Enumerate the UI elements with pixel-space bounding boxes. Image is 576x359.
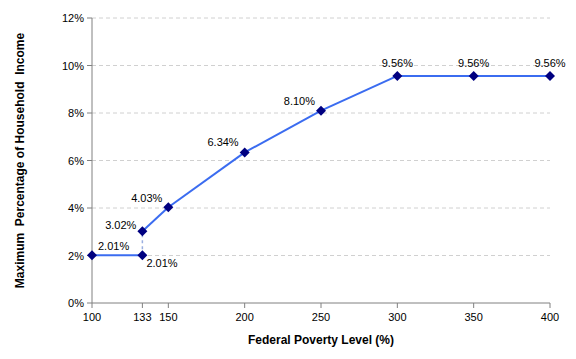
x-tick: [321, 303, 322, 308]
series-group: [87, 71, 555, 260]
grid-line: [92, 160, 550, 161]
grid-line: [92, 208, 550, 209]
x-tick: [92, 303, 93, 308]
y-tick-label: 8%: [68, 107, 84, 119]
x-tick-label: 133: [133, 311, 151, 323]
marker: [469, 71, 479, 81]
line-segment: [168, 152, 244, 207]
marker: [240, 147, 250, 157]
line-segment: [92, 254, 142, 256]
y-tick-label: 4%: [68, 202, 84, 214]
y-axis-title: Maximum Percentage of Household Income: [13, 32, 27, 288]
data-label: 3.02%: [105, 219, 136, 231]
y-tick-label: 10%: [62, 60, 84, 72]
marker: [545, 71, 555, 81]
line-segment: [245, 111, 321, 153]
x-tick-label: 250: [312, 311, 330, 323]
marker: [137, 226, 147, 236]
marker: [87, 250, 97, 260]
x-tick: [168, 303, 169, 308]
grid-line: [92, 18, 550, 19]
x-tick-label: 300: [388, 311, 406, 323]
x-tick-label: 100: [83, 311, 101, 323]
x-tick-label: 400: [541, 311, 559, 323]
y-tick: [87, 160, 92, 161]
x-tick: [550, 303, 551, 308]
chart: 0% 2% 4% 6% 8% 10% 12% 100 133 150 200 250 300 350 400…: [0, 0, 576, 359]
y-tick: [87, 208, 92, 209]
marker: [392, 71, 402, 81]
x-tick: [473, 303, 474, 308]
y-tick: [87, 303, 92, 304]
x-tick: [244, 303, 245, 308]
marker: [163, 202, 173, 212]
line-segment: [474, 75, 550, 77]
y-tick: [87, 65, 92, 66]
grid-line: [92, 255, 550, 256]
marker: [316, 106, 326, 116]
line-segment: [397, 75, 473, 77]
x-axis-title: Federal Poverty Level (%): [248, 333, 394, 347]
y-tick-label: 2%: [68, 250, 84, 262]
y-tick-label: 6%: [68, 155, 84, 167]
data-label: 9.56%: [458, 57, 489, 69]
line-segment: [321, 76, 397, 111]
y-tick: [87, 113, 92, 114]
data-label: 9.56%: [534, 57, 565, 69]
x-tick: [397, 303, 398, 308]
line-segment: [142, 207, 168, 231]
x-tick-label: 150: [159, 311, 177, 323]
data-label: 4.03%: [131, 192, 162, 204]
data-label: 2.01%: [98, 240, 129, 252]
y-tick: [87, 18, 92, 19]
y-tick-label: 0%: [68, 297, 84, 309]
x-tick: [142, 303, 143, 308]
data-label: 8.10%: [284, 95, 315, 107]
data-label: 6.34%: [207, 136, 238, 148]
y-tick-label: 12%: [62, 12, 84, 24]
x-tick-label: 350: [464, 311, 482, 323]
data-label: 2.01%: [146, 257, 177, 269]
x-tick-label: 200: [235, 311, 253, 323]
data-label: 9.56%: [382, 57, 413, 69]
